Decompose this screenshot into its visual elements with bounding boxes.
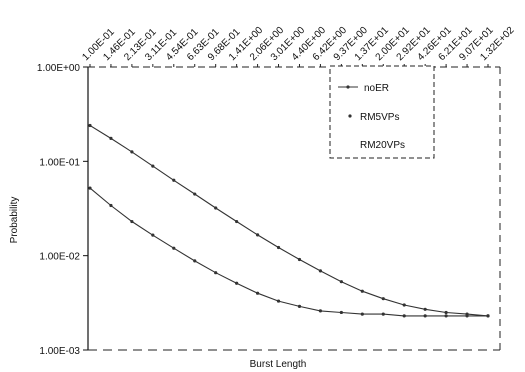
data-point-RM5VPs — [339, 310, 343, 315]
legend-marker-RM5VPs — [348, 114, 352, 118]
data-point-RM5VPs — [130, 219, 134, 224]
data-point-noER — [151, 164, 155, 168]
legend-label-noER: noER — [364, 83, 389, 94]
data-point-noER — [402, 303, 406, 307]
y-axis-title: Probability — [9, 197, 20, 244]
data-point-noER — [297, 257, 302, 262]
data-point-RM5VPs — [235, 281, 239, 285]
data-point-noER — [255, 233, 260, 237]
data-point-noER — [235, 219, 239, 224]
data-point-RM5VPs — [193, 259, 197, 263]
data-point-noER — [339, 280, 343, 284]
data-point-RM5VPs — [109, 203, 113, 208]
data-point-RM5VPs — [444, 314, 448, 318]
data-point-RM5VPs — [276, 299, 281, 303]
data-point-noER — [130, 150, 134, 154]
data-point-noER — [193, 192, 197, 196]
data-point-RM5VPs — [88, 186, 92, 190]
y-tick-label: 1.00E-02 — [39, 252, 80, 263]
data-point-RM5VPs — [486, 314, 490, 318]
data-point-RM5VPs — [151, 233, 155, 237]
y-axis-ticks: 1.00E+00 1.00E-01 1.00E-02 1.00E-03 — [37, 63, 88, 357]
y-tick-label: 1.00E-01 — [39, 157, 80, 168]
y-tick-label: 1.00E+00 — [37, 63, 81, 74]
data-point-noER — [444, 310, 448, 315]
y-tick-label: 1.00E-03 — [39, 346, 80, 357]
data-point-RM5VPs — [214, 271, 218, 275]
legend-marker-noER — [346, 85, 350, 89]
data-point-noER — [360, 289, 364, 293]
data-point-RM5VPs — [360, 312, 364, 316]
series-points — [88, 123, 490, 318]
data-point-RM5VPs — [402, 314, 406, 318]
data-point-noER — [172, 178, 176, 182]
data-point-noER — [88, 123, 92, 128]
legend-label-RM5VPs: RM5VPs — [360, 112, 399, 123]
data-point-RM5VPs — [297, 304, 302, 308]
x-axis-title: Burst Length — [250, 359, 307, 370]
data-point-noER — [423, 307, 427, 311]
data-point-RM5VPs — [381, 312, 385, 316]
data-point-RM5VPs — [423, 314, 427, 318]
data-point-noER — [318, 269, 323, 273]
legend-box — [329, 65, 435, 159]
series-line-RM5VPs — [89, 187, 488, 317]
data-point-RM5VPs — [465, 314, 469, 318]
data-point-RM5VPs — [255, 291, 260, 295]
data-point-noER — [276, 245, 281, 250]
legend-label-RM20VPs: RM20VPs — [360, 140, 405, 151]
data-point-noER — [109, 136, 113, 141]
series-lines — [89, 125, 489, 317]
data-point-RM5VPs — [318, 309, 323, 313]
data-point-noER — [381, 297, 385, 301]
legend: noER RM5VPs RM20VPs — [329, 65, 435, 159]
data-point-RM5VPs — [172, 246, 176, 250]
data-point-noER — [214, 206, 218, 210]
series-line-noER — [89, 125, 489, 317]
